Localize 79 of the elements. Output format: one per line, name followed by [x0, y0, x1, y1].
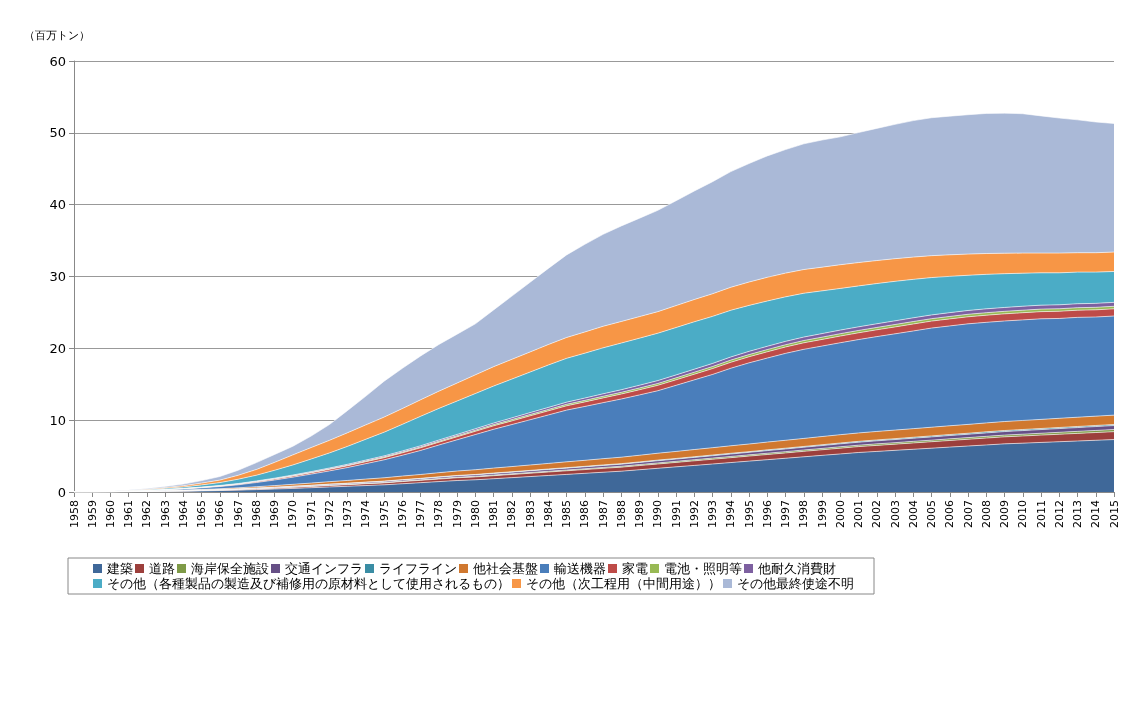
x-tick-label: 1981 — [487, 500, 501, 528]
x-tick-label: 1982 — [505, 500, 519, 528]
x-tick-label: 1991 — [669, 500, 683, 528]
x-tick-label: 1992 — [687, 500, 701, 528]
legend-label: 家電 — [622, 561, 648, 576]
x-tick-label: 1986 — [578, 500, 592, 528]
x-tick-label: 1969 — [268, 500, 282, 528]
x-tick-label: 1962 — [140, 500, 154, 528]
x-tick-label: 1996 — [760, 500, 774, 528]
x-tick-label: 1993 — [706, 500, 720, 528]
x-tick-label: 1964 — [176, 500, 190, 528]
x-tick-label: 1971 — [304, 500, 318, 528]
y-tick-label: 20 — [49, 340, 66, 356]
legend-label: 海岸保全施設 — [191, 561, 269, 576]
y-axis-title: （百万トン） — [24, 29, 90, 42]
x-tick-label: 1985 — [560, 500, 574, 528]
x-tick-label: 1979 — [450, 500, 464, 528]
x-tick-label: 1987 — [596, 500, 610, 528]
x-tick-label: 1965 — [195, 500, 209, 528]
x-tick-label: 2000 — [833, 500, 847, 528]
x-tick-label: 1995 — [742, 500, 756, 528]
legend-label: 他耐久消費財 — [758, 561, 836, 576]
x-tick-label: 2004 — [906, 500, 920, 528]
x-tick-label: 1970 — [286, 500, 300, 528]
x-tick-label: 1998 — [797, 500, 811, 528]
x-tick-label: 2005 — [925, 500, 939, 528]
legend-label: 電池・照明等 — [664, 561, 742, 576]
legend-label: 輸送機器 — [554, 561, 606, 576]
x-tick-label: 1989 — [633, 500, 647, 528]
x-tick-label: 2008 — [979, 500, 993, 528]
x-tick-label: 1984 — [541, 500, 555, 528]
x-tick-label: 2011 — [1034, 500, 1048, 528]
x-tick-label: 2003 — [888, 500, 902, 528]
x-tick-label: 1990 — [651, 500, 665, 528]
x-tick-label: 1997 — [779, 500, 793, 528]
x-tick-label: 1959 — [85, 500, 99, 528]
y-tick-label: 60 — [49, 53, 66, 69]
legend-label: その他（次工程用（中間用途）） — [526, 576, 721, 591]
x-tick-label: 1960 — [103, 500, 117, 528]
x-tick-label: 1977 — [414, 500, 428, 528]
x-tick-label: 2006 — [943, 500, 957, 528]
y-tick-label: 40 — [49, 197, 66, 213]
legend-label: 建築 — [106, 561, 133, 576]
x-tick-label: 2013 — [1071, 500, 1085, 528]
x-tick-label: 1972 — [322, 500, 336, 528]
x-tick-label: 1988 — [614, 500, 628, 528]
y-tick-label: 10 — [49, 412, 66, 428]
x-tick-label: 1961 — [122, 500, 136, 528]
x-tick-label: 2010 — [1016, 500, 1030, 528]
legend-label: その他最終使途不明 — [737, 576, 854, 591]
x-tick-label: 1967 — [231, 500, 245, 528]
x-tick-label: 1958 — [67, 500, 81, 528]
x-tick-label: 2002 — [870, 500, 884, 528]
x-tick-label: 1968 — [249, 500, 263, 528]
x-tick-label: 1963 — [158, 500, 172, 528]
x-tick-label: 1983 — [523, 500, 537, 528]
x-tick-label: 2007 — [961, 500, 975, 528]
x-tick-label: 1966 — [213, 500, 227, 528]
x-tick-label: 1999 — [815, 500, 829, 528]
y-tick-label: 30 — [49, 269, 66, 284]
legend-label: 道路 — [149, 561, 175, 576]
x-tick-label: 1978 — [432, 500, 446, 528]
x-tick-label: 1976 — [395, 500, 409, 528]
x-tick-label: 1994 — [724, 500, 738, 528]
x-tick-label: 2001 — [852, 500, 866, 528]
legend-label: 交通インフラ — [285, 561, 363, 576]
x-tick-label: 1974 — [359, 500, 373, 528]
x-tick-label: 2012 — [1052, 500, 1066, 528]
x-tick-label: 1975 — [377, 500, 391, 528]
x-tick-label: 2014 — [1089, 500, 1103, 528]
x-tick-label: 1980 — [468, 500, 482, 528]
x-tick-label: 2015 — [1107, 500, 1121, 528]
legend-label: ライフライン — [379, 561, 457, 576]
y-tick-label: 50 — [49, 125, 66, 141]
x-tick-label: 2009 — [998, 500, 1012, 528]
x-tick-label: 1973 — [341, 500, 355, 528]
y-tick-label: 0 — [57, 484, 66, 500]
legend-label: その他（各種製品の製造及び補修用の原材料として使用されるもの） — [107, 576, 510, 591]
legend-label: 他社会基盤 — [473, 561, 538, 576]
